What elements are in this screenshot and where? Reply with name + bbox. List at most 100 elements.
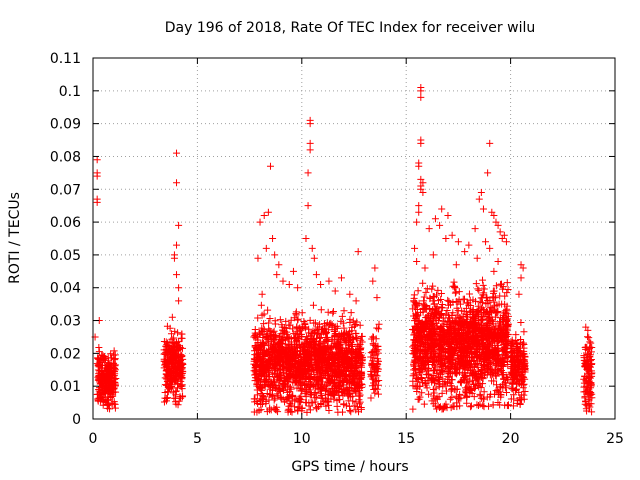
data-point [461, 372, 469, 380]
data-point [286, 383, 294, 391]
data-point [446, 346, 454, 354]
data-point [336, 362, 344, 370]
data-point [428, 317, 436, 325]
data-point [419, 308, 427, 316]
data-point [409, 372, 417, 380]
data-point [516, 400, 524, 408]
data-point [285, 280, 293, 288]
data-point [521, 368, 529, 376]
data-point [503, 316, 511, 324]
data-point [272, 333, 280, 341]
data-point [300, 381, 308, 389]
data-point [490, 267, 498, 275]
data-point [473, 254, 481, 262]
data-point [302, 399, 310, 407]
data-point [479, 276, 487, 284]
data-point [311, 398, 319, 406]
data-point [271, 251, 279, 259]
data-point [304, 169, 312, 177]
data-point [426, 340, 434, 348]
data-point [259, 364, 267, 372]
data-point [317, 384, 325, 392]
data-point [367, 349, 375, 357]
data-point [277, 394, 285, 402]
data-point [317, 372, 325, 380]
data-point [367, 353, 375, 361]
data-point [322, 345, 330, 353]
data-point [480, 388, 488, 396]
data-point [512, 331, 520, 339]
data-point [430, 308, 438, 316]
data-point [176, 360, 184, 368]
data-point [491, 390, 499, 398]
data-point [295, 403, 303, 411]
data-point [423, 384, 431, 392]
data-point [515, 388, 523, 396]
data-point [470, 393, 478, 401]
data-point [164, 388, 172, 396]
data-point [414, 321, 422, 329]
data-point [437, 311, 445, 319]
data-point [318, 325, 326, 333]
data-point [276, 316, 284, 324]
data-point [419, 189, 427, 197]
data-point [371, 384, 379, 392]
data-point [339, 378, 347, 386]
data-point [306, 375, 314, 383]
data-point [478, 319, 486, 327]
data-point [179, 344, 187, 352]
data-point [296, 363, 304, 371]
data-point [417, 93, 425, 101]
data-point [580, 379, 588, 387]
data-point [374, 325, 382, 333]
data-point [263, 389, 271, 397]
data-point [585, 385, 593, 393]
data-point [346, 374, 354, 382]
data-point [426, 295, 434, 303]
data-point [584, 380, 592, 388]
data-point [475, 355, 483, 363]
data-point [171, 340, 179, 348]
data-point [500, 315, 508, 323]
y-tick-label: 0.11 [50, 51, 81, 67]
data-point [298, 370, 306, 378]
data-point [325, 406, 333, 414]
data-point [452, 369, 460, 377]
data-point [490, 212, 498, 220]
data-point [110, 400, 118, 408]
data-point [94, 395, 102, 403]
data-point [271, 384, 279, 392]
data-point [372, 346, 380, 354]
data-point [421, 365, 429, 373]
data-point [419, 362, 427, 370]
data-point [482, 238, 490, 246]
chart-title: Day 196 of 2018, Rate Of TEC Index for r… [165, 20, 535, 36]
data-point [468, 332, 476, 340]
data-point [476, 400, 484, 408]
data-point [94, 355, 102, 363]
y-tick-label: 0.05 [50, 248, 81, 264]
data-point [368, 335, 376, 343]
data-point [431, 354, 439, 362]
data-point [488, 325, 496, 333]
data-point [292, 310, 300, 318]
data-point [497, 367, 505, 375]
data-point [297, 362, 305, 370]
data-point [110, 366, 118, 374]
data-point [349, 397, 357, 405]
y-tick-label: 0.06 [50, 215, 81, 231]
data-point [502, 238, 510, 246]
data-point [519, 362, 527, 370]
data-point [465, 290, 473, 298]
data-point [353, 318, 361, 326]
data-point [306, 338, 314, 346]
data-point [331, 391, 339, 399]
data-point [469, 310, 477, 318]
data-point [173, 271, 181, 279]
data-point [303, 339, 311, 347]
data-point [438, 344, 446, 352]
data-point [332, 381, 340, 389]
x-tick-label: 0 [89, 431, 98, 447]
data-point [266, 373, 274, 381]
